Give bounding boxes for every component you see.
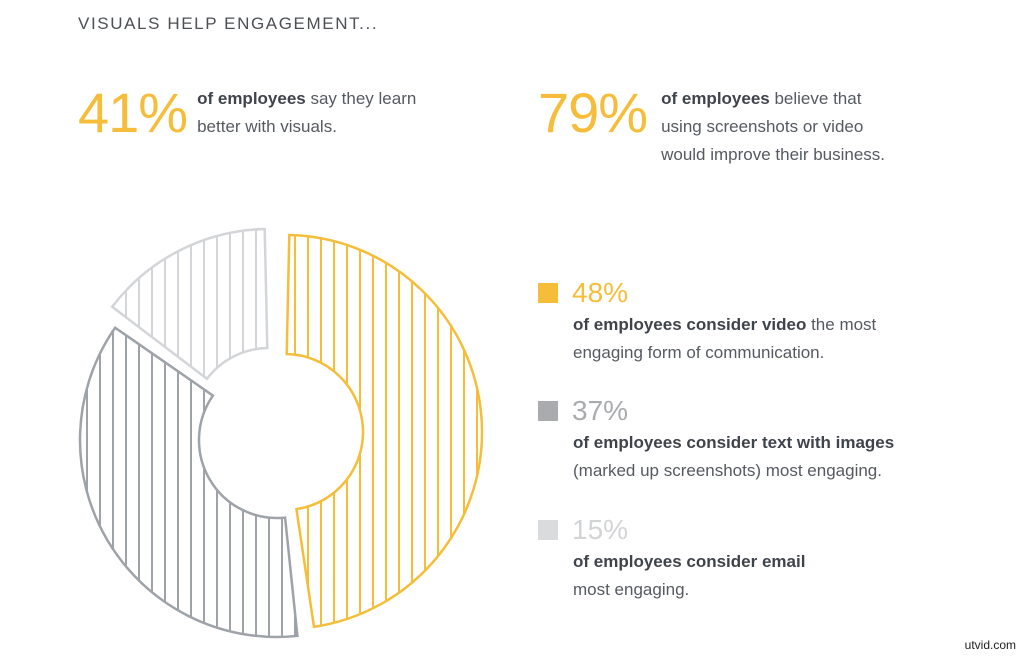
- legend-description: of employees consider email most engagin…: [573, 548, 805, 604]
- legend-swatch: [538, 401, 558, 421]
- stat-bold-text: of employees: [197, 89, 306, 108]
- stat-description: of employees say they learn better with …: [197, 85, 416, 141]
- legend-description: of employees consider text with images (…: [573, 429, 894, 485]
- stat-value: 41%: [78, 81, 188, 144]
- legend-percent: 15%: [572, 514, 629, 545]
- donut-chart: [78, 227, 484, 639]
- legend-text-line2: (marked up screenshots) most engaging.: [573, 461, 882, 480]
- watermark: utvid.com: [964, 638, 1016, 652]
- legend-percent: 37%: [572, 395, 629, 426]
- legend-swatch: [538, 283, 558, 303]
- stat-description: of employees believe that using screensh…: [661, 85, 885, 169]
- infographic-title: VISUALS HELP ENGAGEMENT...: [78, 14, 379, 33]
- legend-bold-text: of employees consider text with images: [573, 433, 895, 452]
- legend-swatch: [538, 520, 558, 540]
- stat-learn-visuals: 41% of employees say they learn better w…: [78, 81, 416, 144]
- stat-text-line1: believe that: [769, 89, 862, 108]
- legend-text-line2: most engaging.: [573, 580, 690, 599]
- legend-bold-text: of employees consider video: [573, 315, 807, 334]
- stat-text-line2: better with visuals.: [197, 117, 337, 136]
- legend-bold-text: of employees consider email: [573, 552, 806, 571]
- stat-text-line1: say they learn: [305, 89, 417, 108]
- legend-item-email: 15% of employees consider email most eng…: [538, 515, 805, 604]
- stat-bold-text: of employees: [661, 89, 770, 108]
- legend-description: of employees consider video the most eng…: [573, 311, 876, 367]
- legend-percent: 48%: [572, 277, 629, 308]
- legend-item-text-images: 37% of employees consider text with imag…: [538, 396, 894, 485]
- stat-text-line3: would improve their business.: [661, 145, 886, 164]
- legend-item-video: 48% of employees consider video the most…: [538, 278, 876, 367]
- legend-text-line1: the most: [806, 315, 877, 334]
- legend-text-line2: engaging form of communication.: [573, 343, 825, 362]
- stat-value: 79%: [538, 81, 648, 144]
- stat-text-line2: using screenshots or video: [661, 117, 864, 136]
- stat-improve-business: 79% of employees believe that using scre…: [538, 81, 885, 169]
